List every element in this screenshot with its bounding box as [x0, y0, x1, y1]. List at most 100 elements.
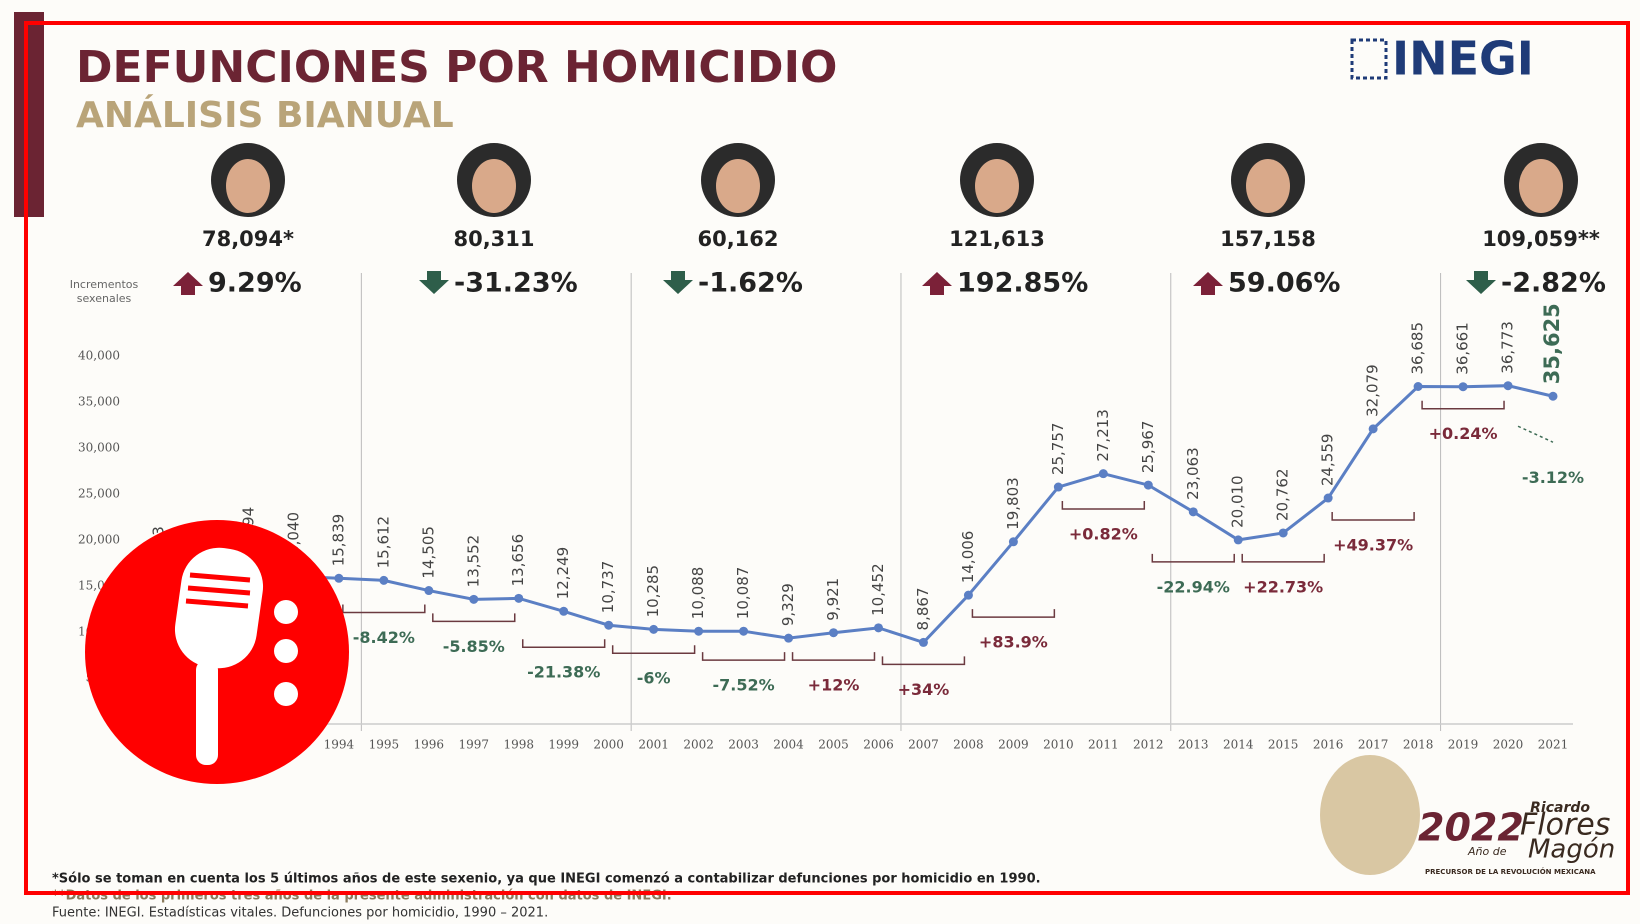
- portrait-sketch: [1320, 755, 1420, 875]
- x-tick-label: 2012: [1133, 738, 1164, 752]
- point: [1368, 424, 1378, 434]
- logo-first-name: Ricardo: [1530, 800, 1590, 816]
- x-tick-label: 2001: [638, 738, 669, 752]
- value-label: 9,329: [779, 583, 797, 626]
- mic-handle: [196, 660, 218, 765]
- logo-name: Flores: [1520, 808, 1610, 843]
- change-label: -8.42%: [353, 628, 415, 647]
- point: [1188, 507, 1198, 517]
- side-label: sexenales: [77, 292, 132, 305]
- logo-mark: [1350, 38, 1388, 80]
- point: [559, 606, 569, 616]
- bracket: [521, 639, 606, 648]
- value-label: 35,625: [1540, 303, 1564, 384]
- x-tick-label: 2008: [953, 738, 984, 752]
- point: [1233, 535, 1243, 545]
- x-tick-label: 2000: [593, 738, 624, 752]
- value-label: 24,559: [1319, 434, 1337, 487]
- value-label: 10,452: [869, 563, 887, 616]
- value-label: 25,757: [1049, 423, 1067, 476]
- sexenio-total: 80,311: [453, 227, 534, 251]
- value-label: 20,762: [1274, 468, 1292, 521]
- point: [1323, 493, 1333, 503]
- value-label: 36,661: [1454, 322, 1472, 375]
- value-label: 20,010: [1229, 475, 1247, 528]
- mic-stripe: [185, 598, 249, 609]
- point: [1413, 381, 1423, 391]
- point: [829, 628, 839, 638]
- change-label: +34%: [898, 680, 950, 699]
- value-label: 13,656: [509, 534, 527, 587]
- mic-dot: [274, 600, 298, 624]
- change-label: -3.12%: [1522, 468, 1584, 487]
- sexenio-total: 121,613: [949, 227, 1045, 251]
- y-tick-label: 25,000: [78, 487, 120, 501]
- bracket: [701, 652, 786, 661]
- point: [1548, 391, 1558, 401]
- portrait-face: [226, 159, 270, 213]
- y-tick-label: 20,000: [78, 533, 120, 547]
- point: [739, 626, 749, 636]
- change-label: +12%: [808, 676, 860, 695]
- x-tick-label: 2003: [728, 738, 759, 752]
- mic-icon: [85, 520, 349, 784]
- y-tick-label: 40,000: [78, 349, 120, 363]
- x-tick-label: 1996: [414, 738, 445, 752]
- x-tick-label: 2020: [1493, 738, 1524, 752]
- sexenio-total: 78,094*: [202, 227, 294, 251]
- sexenio-total: 60,162: [697, 227, 778, 251]
- value-label: 23,063: [1184, 447, 1202, 500]
- value-label: 14,006: [959, 531, 977, 584]
- value-label: 8,867: [914, 587, 932, 630]
- point: [514, 593, 524, 603]
- y-tick-label: 35,000: [78, 395, 120, 409]
- arrow-up: [922, 272, 952, 295]
- x-tick-label: 1998: [503, 738, 534, 752]
- value-label: 27,213: [1094, 409, 1112, 462]
- bracket: [611, 645, 696, 654]
- logo-text: INEGI: [1392, 32, 1534, 86]
- frame: [24, 21, 1630, 895]
- sexenio-change: -31.23%: [454, 268, 578, 299]
- x-tick-label: 2009: [998, 738, 1029, 752]
- portrait-face: [472, 159, 516, 213]
- x-tick-label: 2019: [1448, 738, 1479, 752]
- value-label: 25,967: [1139, 421, 1157, 474]
- sexenio-change: 59.06%: [1228, 268, 1340, 299]
- portrait-face: [975, 159, 1019, 213]
- change-label: +22.73%: [1243, 577, 1323, 596]
- point: [694, 626, 704, 636]
- logo-year: 2022: [1418, 806, 1524, 850]
- x-tick-label: 2002: [683, 738, 714, 752]
- x-tick-label: 1995: [369, 738, 400, 752]
- sexenio-change: 192.85%: [957, 268, 1088, 299]
- bracket: [1061, 501, 1146, 510]
- sexenios: 78,094* 9.29% 80,311 -31.23% 60,162 -1.62% 121…: [173, 143, 1606, 299]
- bracket: [1151, 553, 1235, 563]
- value-label: 14,505: [419, 526, 437, 579]
- arrow-up: [173, 272, 203, 295]
- x-tick-label: 2011: [1088, 738, 1119, 752]
- point: [379, 575, 389, 585]
- x-tick-label: 2006: [863, 738, 894, 752]
- x-tick-label: 2021: [1538, 738, 1569, 752]
- bracket: [881, 656, 966, 666]
- mic-dot: [274, 682, 298, 706]
- point: [963, 590, 973, 600]
- footnote: **Datos de los primeros tres años de la …: [52, 889, 672, 904]
- point: [1053, 482, 1063, 492]
- change-label: +83.9%: [979, 633, 1048, 652]
- point: [918, 637, 928, 647]
- point: [1098, 469, 1108, 479]
- change-label: -5.85%: [443, 637, 505, 656]
- sexenio-total: 157,158: [1220, 227, 1316, 251]
- trend-arrow: [1517, 425, 1554, 443]
- value-label: 10,737: [599, 561, 617, 614]
- arrow-down: [1466, 271, 1496, 294]
- x-tick-label: 2004: [773, 738, 804, 752]
- logo-surname: Magón: [1528, 835, 1615, 865]
- change-label: -21.38%: [527, 663, 600, 682]
- sexenio-total: 109,059**: [1482, 227, 1600, 251]
- x-tick-label: 2007: [908, 738, 939, 752]
- x-tick-label: 2017: [1358, 738, 1389, 752]
